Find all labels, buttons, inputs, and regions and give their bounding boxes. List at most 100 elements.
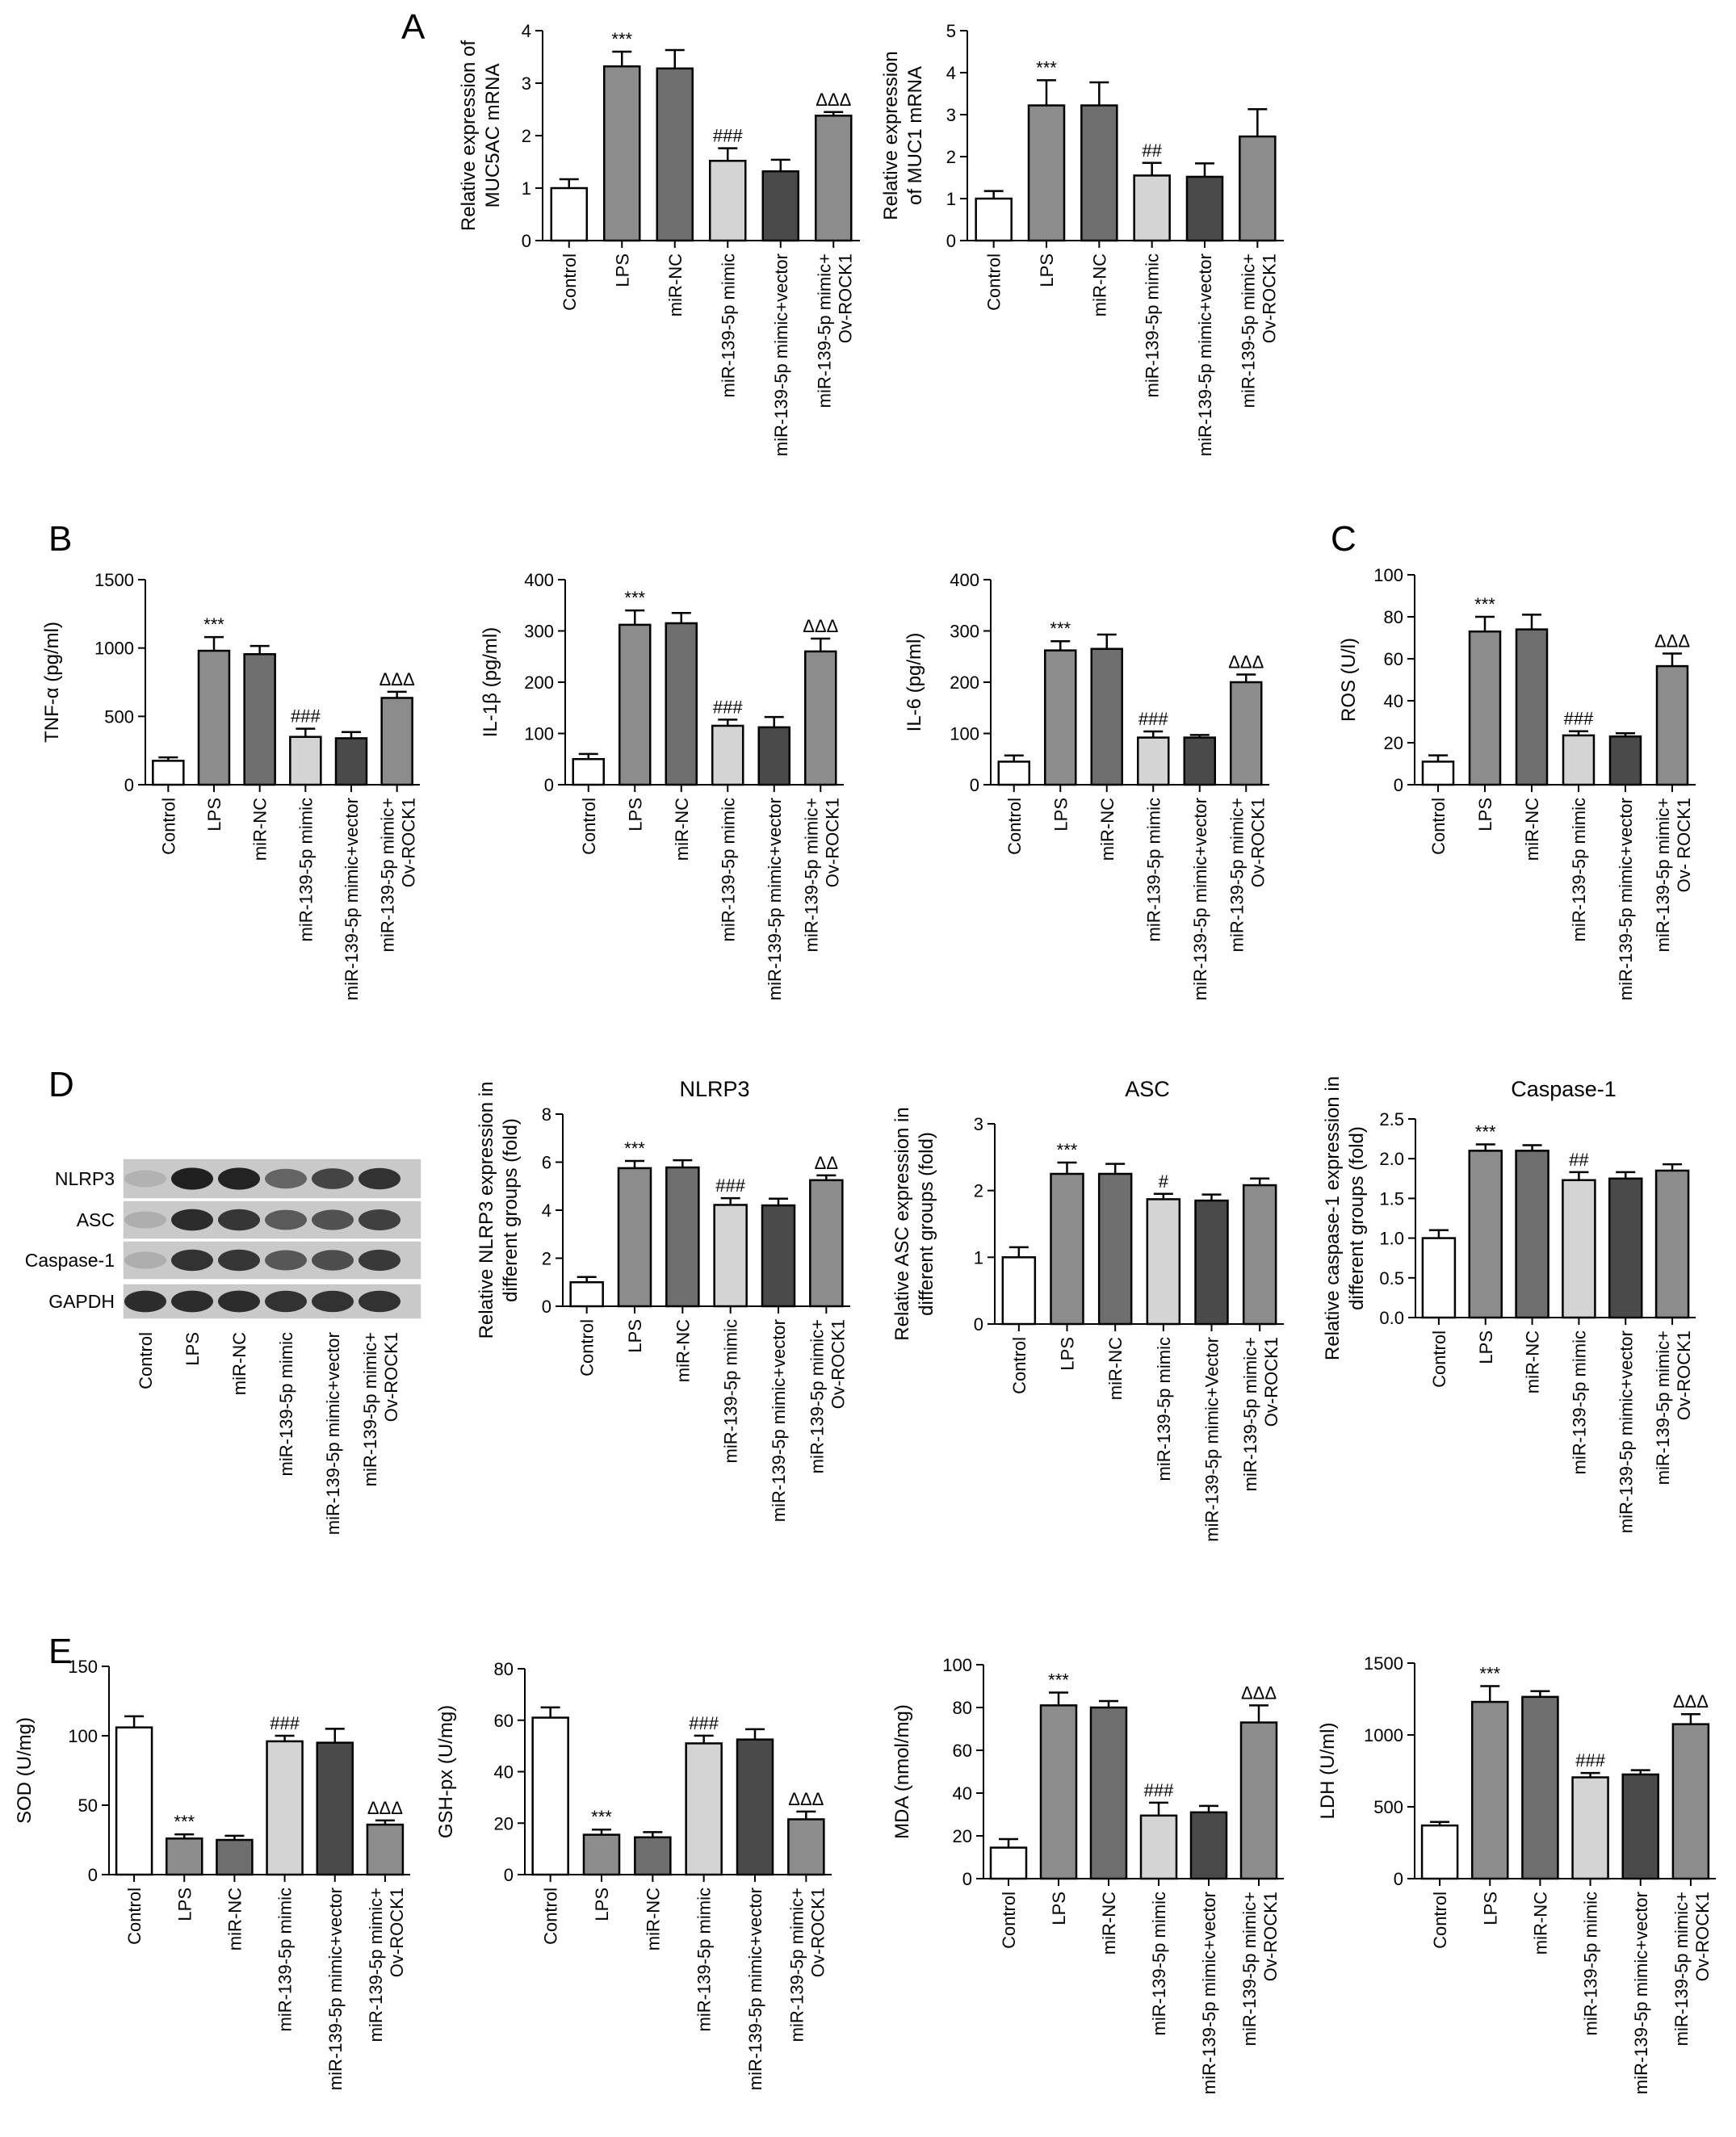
bar-mir-139-5p-mimic-ov-rock1 [1239, 135, 1277, 242]
category-label: miR-NC [673, 1319, 693, 1382]
y-tick-label: 0 [542, 1297, 551, 1317]
y-axis-title-line: GSH-px (U/mg) [435, 1705, 457, 1838]
chart-title: ASC [1125, 1077, 1170, 1101]
category-label: miR-139-5p mimic+vector [1616, 798, 1636, 1000]
y-tick-label: 500 [1373, 1797, 1403, 1817]
bar-lps [1468, 1150, 1503, 1319]
significance-label: ### [689, 1713, 719, 1733]
y-tick-label: 0 [504, 1865, 514, 1885]
category-label: miR-139-5p mimic [694, 1888, 715, 2031]
category-label: miR-139-5p mimic [1143, 254, 1163, 397]
category-label: miR-139-5p mimic+vector [769, 1319, 789, 1522]
significance-label: *** [1048, 1670, 1069, 1690]
chart-title: Caspase-1 [1511, 1077, 1616, 1101]
bar-mir-139-5p-mimic [1133, 174, 1171, 242]
category-label-line: Ov-ROCK1 [822, 798, 842, 887]
y-tick-label: 60 [494, 1711, 514, 1731]
category-label: Control [1429, 1330, 1449, 1388]
category-label: miR-NC [1530, 1892, 1550, 1955]
bar-mir-139-5p-mimic-ov-rock1 [1654, 1169, 1690, 1319]
y-axis-title: IL-1β (pg/ml) [480, 627, 501, 738]
significance-label: ## [1569, 1150, 1589, 1170]
category-label: Control [1004, 798, 1025, 855]
category-label-line: LPS [1049, 1892, 1069, 1925]
bar-mir-nc [1089, 1706, 1128, 1880]
category-label: miR-NC [643, 1888, 663, 1951]
bar-lps [617, 1167, 652, 1308]
bar-control [550, 186, 588, 242]
y-axis-title-line: different groups (fold) [1346, 1126, 1368, 1310]
chart-sod: 0 50 100 150 SOD (U/mg) Control *** LPS miR-NC ##… [14, 1657, 410, 2090]
significance-label: ### [270, 1713, 300, 1733]
category-label: miR-139-5p mimic+Ov-ROCK1 [1671, 1892, 1713, 2046]
y-axis-title: Relative NLRP3 expression in different gr… [476, 1082, 522, 1339]
chart-asc: ASC 0 1 2 3 Relative ASC expression in differe… [891, 1077, 1284, 1542]
category-label: miR-139-5p mimic [296, 798, 316, 941]
y-tick-label: 100 [68, 1726, 98, 1746]
category-label: miR-139-5p mimic [1569, 798, 1589, 941]
category-label: miR-139-5p mimic+Ov- ROCK1 [1653, 798, 1694, 952]
category-label-line: miR-139-5p mimic+ [1240, 1337, 1260, 1491]
y-tick-label: 1.5 [1379, 1188, 1404, 1209]
y-tick-label: 1.0 [1379, 1229, 1404, 1249]
category-label: LPS [1480, 1892, 1500, 1925]
category-label-line: miR-139-5p mimic [1569, 798, 1589, 941]
category-label-line: miR-139-5p mimic+vector [771, 254, 791, 456]
y-axis-title-line: of MUC1 mRNA [904, 66, 926, 205]
y-tick-label: 1500 [1364, 1653, 1403, 1674]
blot-band [218, 1249, 260, 1272]
category-label: miR-139-5p mimic+Ov-ROCK1 [807, 1319, 848, 1473]
bar-lps [197, 649, 231, 786]
y-tick-label: 0 [1394, 775, 1403, 795]
y-tick-label: 300 [950, 622, 979, 642]
blot-band [124, 1290, 166, 1313]
bar-mir-139-5p-mimic-ov-rock1 [787, 1818, 825, 1876]
y-axis-title: Relative caspase-1 expression in differen… [1322, 1076, 1368, 1360]
significance-label: ΔΔΔ [1228, 652, 1264, 672]
blot-lane-label: Control [136, 1332, 156, 1389]
y-tick-label: 3 [522, 73, 531, 94]
category-label-line: Control [1430, 1892, 1450, 1949]
y-axis-title-line: different groups (fold) [916, 1132, 937, 1316]
bar-mir-nc [656, 67, 694, 242]
category-label-line: miR-139-5p mimic+Vector [1202, 1337, 1222, 1542]
category-label-line: Control [577, 1319, 598, 1376]
category-label: miR-139-5p mimic+Ov-ROCK1 [801, 798, 842, 952]
blot-band [218, 1290, 260, 1313]
blot-band [124, 1170, 166, 1188]
blot-lane-label-line: LPS [182, 1332, 203, 1366]
y-tick-label: 60 [1384, 649, 1403, 669]
significance-label: ΔΔΔ [788, 1789, 824, 1809]
chart-gsh: 0 20 40 60 80 GSH-px (U/mg) Control *** LPS miR-N… [435, 1659, 832, 2090]
y-axis-title-line: MUC5AC mRNA [482, 64, 504, 208]
y-axis-title-line: Relative ASC expression in [891, 1107, 913, 1340]
significance-label: ΔΔΔ [816, 90, 851, 110]
bar-control [152, 760, 185, 786]
y-tick-label: 1 [974, 1247, 983, 1268]
category-label: miR-139-5p mimic+Ov-ROCK1 [1653, 1330, 1694, 1485]
y-axis-title: IL-6 (pg/ml) [904, 633, 925, 732]
category-label-line: miR-139-5p mimic [718, 798, 738, 941]
y-axis-title-line: Relative expression [880, 51, 902, 220]
category-label-line: LPS [1058, 1337, 1078, 1371]
category-label: Control [577, 1319, 598, 1376]
category-label-line: miR-139-5p mimic+ [378, 798, 398, 952]
category-label-line: Control [999, 1892, 1019, 1949]
category-label-line: Control [984, 254, 1004, 311]
category-label-line: LPS [592, 1888, 612, 1921]
category-label: Control [541, 1888, 561, 1945]
blot-lane-label-line: miR-139-5p mimic+vector [323, 1332, 343, 1535]
bar-charts: 0 1 2 3 4 Relative expression of MUC5AC mRNA Co… [14, 21, 1716, 2094]
category-label: LPS [1037, 254, 1057, 287]
blot-lane-label: miR-NC [229, 1332, 249, 1395]
category-label: miR-NC [250, 798, 270, 861]
significance-label: ΔΔΔ [367, 1798, 403, 1818]
category-label-line: miR-139-5p mimic+ [1653, 798, 1673, 952]
bar-mir-nc [216, 1838, 254, 1876]
blot-band [171, 1167, 213, 1190]
blot-lane-label: miR-139-5p mimic+Ov-ROCK1 [360, 1332, 401, 1486]
y-tick-label: 2 [542, 1249, 551, 1269]
category-label: miR-139-5p mimic [718, 254, 738, 397]
y-axis-title: MDA (nmol/mg) [891, 1704, 913, 1839]
category-label: Control [984, 254, 1004, 311]
